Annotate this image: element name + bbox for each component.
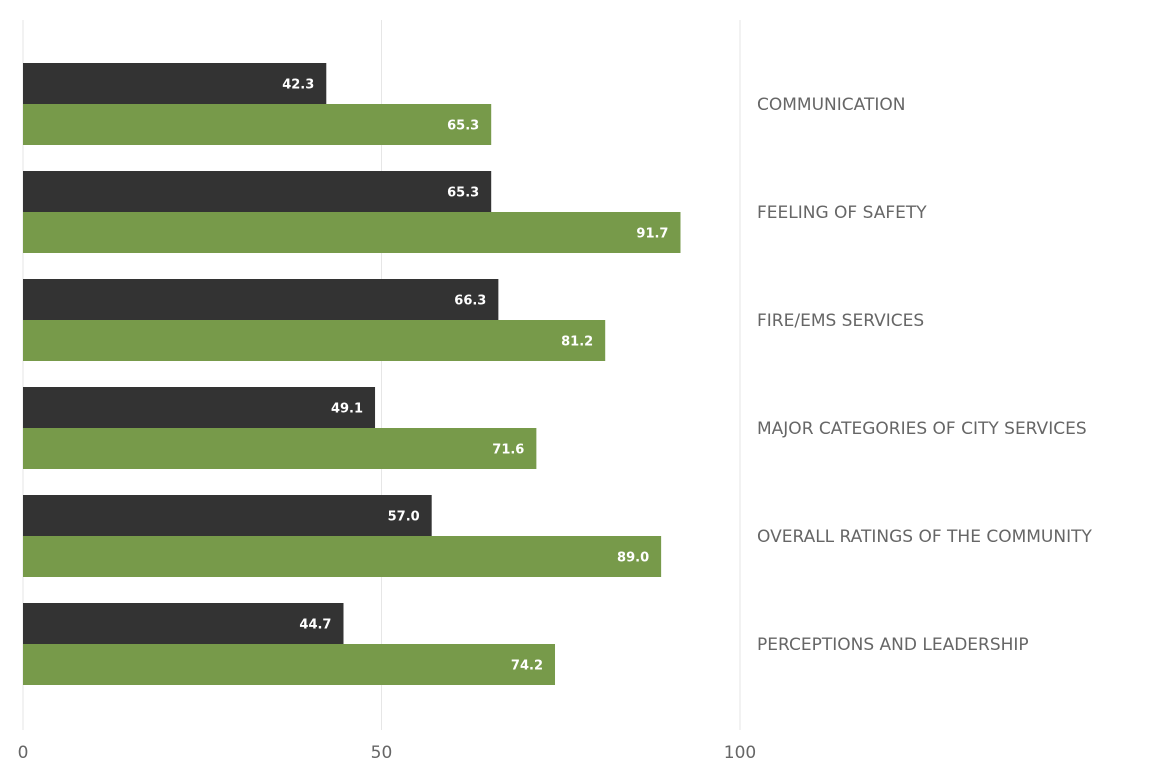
- category-label: FEELING OF SAFETY: [757, 203, 927, 223]
- category-label: FIRE/EMS SERVICES: [757, 311, 924, 331]
- bar: [23, 320, 606, 361]
- data-label: 74.2: [511, 659, 543, 674]
- data-label: 44.7: [299, 618, 331, 633]
- data-label: 65.3: [447, 186, 479, 201]
- category-label: MAJOR CATEGORIES OF CITY SERVICES: [757, 419, 1087, 439]
- data-label: 89.0: [617, 551, 649, 566]
- data-label: 91.7: [636, 227, 668, 242]
- value-labels: 42.3 65.3 65.3 91.7 66.3 81.2 49.1 71.6 57.0 89.0…: [282, 78, 668, 674]
- category-labels: COMMUNICATION FEELING OF SAFETY FIRE/EMS S…: [757, 95, 1092, 655]
- bar: [23, 63, 327, 104]
- category-label: OVERALL RATINGS OF THE COMMUNITY: [757, 527, 1092, 547]
- data-label: 71.6: [492, 443, 524, 458]
- bars: [23, 63, 681, 685]
- data-label: 49.1: [331, 402, 363, 417]
- data-label: 65.3: [447, 119, 479, 134]
- category-label: COMMUNICATION: [757, 95, 905, 115]
- bar: [23, 104, 492, 145]
- category-label: PERCEPTIONS AND LEADERSHIP: [757, 635, 1029, 655]
- bar: [23, 536, 662, 577]
- bar: [23, 644, 556, 685]
- bar: [23, 171, 492, 212]
- bar: [23, 279, 499, 320]
- data-label: 57.0: [388, 510, 420, 525]
- x-axis-ticks: 0 50 100: [18, 743, 757, 763]
- bar: [23, 387, 376, 428]
- bar: [23, 495, 432, 536]
- x-tick-label: 100: [724, 743, 756, 763]
- data-label: 81.2: [561, 335, 593, 350]
- bar: [23, 428, 537, 469]
- x-tick-label: 50: [371, 743, 393, 763]
- x-tick-label: 0: [18, 743, 29, 763]
- bar: [23, 212, 681, 253]
- data-label: 42.3: [282, 78, 314, 93]
- data-label: 66.3: [454, 294, 486, 309]
- bar: [23, 603, 344, 644]
